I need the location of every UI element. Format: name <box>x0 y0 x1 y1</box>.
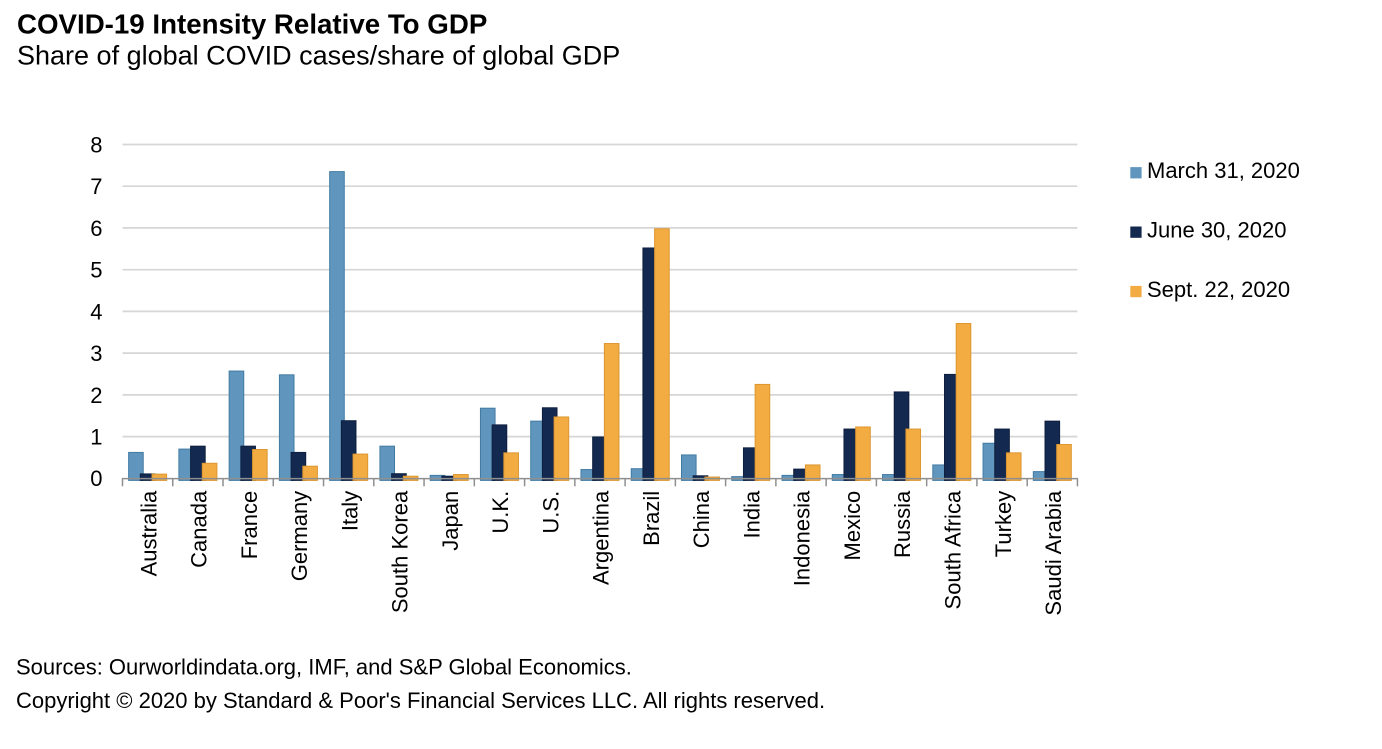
svg-text:Copyright © 2020 by Standard &: Copyright © 2020 by Standard & Poor's Fi… <box>16 688 825 713</box>
svg-text:8: 8 <box>90 132 102 157</box>
svg-text:Japan: Japan <box>438 491 463 551</box>
svg-text:2: 2 <box>90 383 102 408</box>
svg-text:Russia: Russia <box>890 490 915 558</box>
svg-text:South Africa: South Africa <box>940 490 965 609</box>
svg-text:6: 6 <box>90 216 102 241</box>
svg-text:0: 0 <box>90 466 102 491</box>
svg-text:South Korea: South Korea <box>388 490 413 613</box>
svg-text:Canada: Canada <box>187 490 212 568</box>
svg-text:5: 5 <box>90 258 102 283</box>
svg-text:Australia: Australia <box>136 490 161 576</box>
svg-text:France: France <box>237 491 262 559</box>
svg-text:China: China <box>689 490 714 548</box>
svg-text:4: 4 <box>90 299 102 324</box>
svg-text:Sources: Ourworldindata.org, I: Sources: Ourworldindata.org, IMF, and S&… <box>16 654 632 679</box>
svg-text:Share of global COVID cases/sh: Share of global COVID cases/share of glo… <box>17 41 620 71</box>
svg-text:Mexico: Mexico <box>840 491 865 561</box>
svg-text:U.S.: U.S. <box>538 491 563 534</box>
svg-text:U.K.: U.K. <box>488 491 513 534</box>
svg-text:Argentina: Argentina <box>589 490 614 585</box>
svg-text:1: 1 <box>90 425 102 450</box>
svg-text:Saudi Arabia: Saudi Arabia <box>1041 490 1066 616</box>
svg-text:India: India <box>739 490 764 538</box>
svg-text:June 30, 2020: June 30, 2020 <box>1147 218 1286 243</box>
svg-text:March 31, 2020: March 31, 2020 <box>1147 158 1300 183</box>
svg-text:Indonesia: Indonesia <box>790 490 815 586</box>
svg-text:Brazil: Brazil <box>639 491 664 546</box>
svg-text:7: 7 <box>90 174 102 199</box>
svg-text:Italy: Italy <box>337 491 362 531</box>
svg-text:Sept. 22, 2020: Sept. 22, 2020 <box>1147 277 1290 302</box>
svg-text:Germany: Germany <box>287 491 312 581</box>
svg-text:3: 3 <box>90 341 102 366</box>
svg-text:COVID-19 Intensity Relative To: COVID-19 Intensity Relative To GDP <box>17 8 487 39</box>
svg-text:Turkey: Turkey <box>991 491 1016 557</box>
